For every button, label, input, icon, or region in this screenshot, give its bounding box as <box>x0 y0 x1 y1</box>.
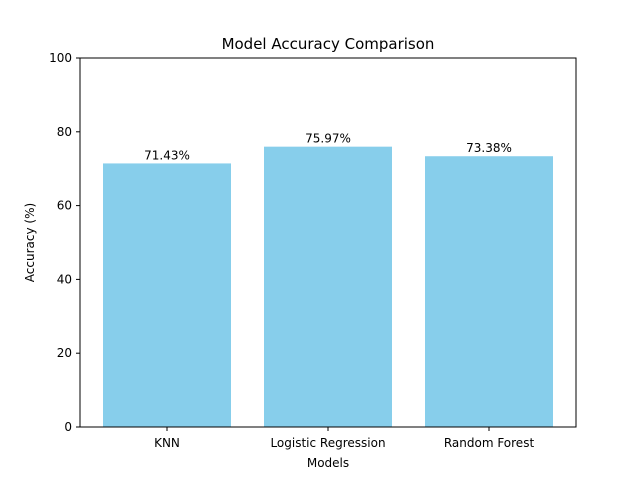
bars-group <box>103 146 553 428</box>
bar-2 <box>425 156 553 428</box>
plot-frame <box>79 57 577 428</box>
y-tick-label-0: 0 <box>64 420 72 434</box>
y-tick-label-2: 40 <box>57 272 72 286</box>
y-tick-label-4: 80 <box>57 125 72 139</box>
chart-title: Model Accuracy Comparison <box>222 35 435 53</box>
data-labels-group: 71.43% 75.97% 73.38% <box>144 132 512 163</box>
y-tick-label-3: 60 <box>57 199 72 213</box>
x-tick-label-2: Random Forest <box>444 436 535 450</box>
x-tick-label-1: Logistic Regression <box>270 436 385 450</box>
y-axis: 0 20 40 60 80 100 <box>49 51 80 434</box>
bar-1 <box>264 146 392 427</box>
data-label-2: 73.38% <box>466 141 512 155</box>
x-tick-label-0: KNN <box>154 436 180 450</box>
y-tick-label-1: 20 <box>57 346 72 360</box>
x-axis: KNN Logistic Regression Random Forest <box>154 427 534 450</box>
data-label-1: 75.97% <box>305 132 351 146</box>
y-axis-label: Accuracy (%) <box>23 203 37 282</box>
y-tick-label-5: 100 <box>49 51 72 65</box>
bar-0 <box>103 163 231 428</box>
x-axis-label: Models <box>307 456 349 470</box>
data-label-0: 71.43% <box>144 148 190 162</box>
